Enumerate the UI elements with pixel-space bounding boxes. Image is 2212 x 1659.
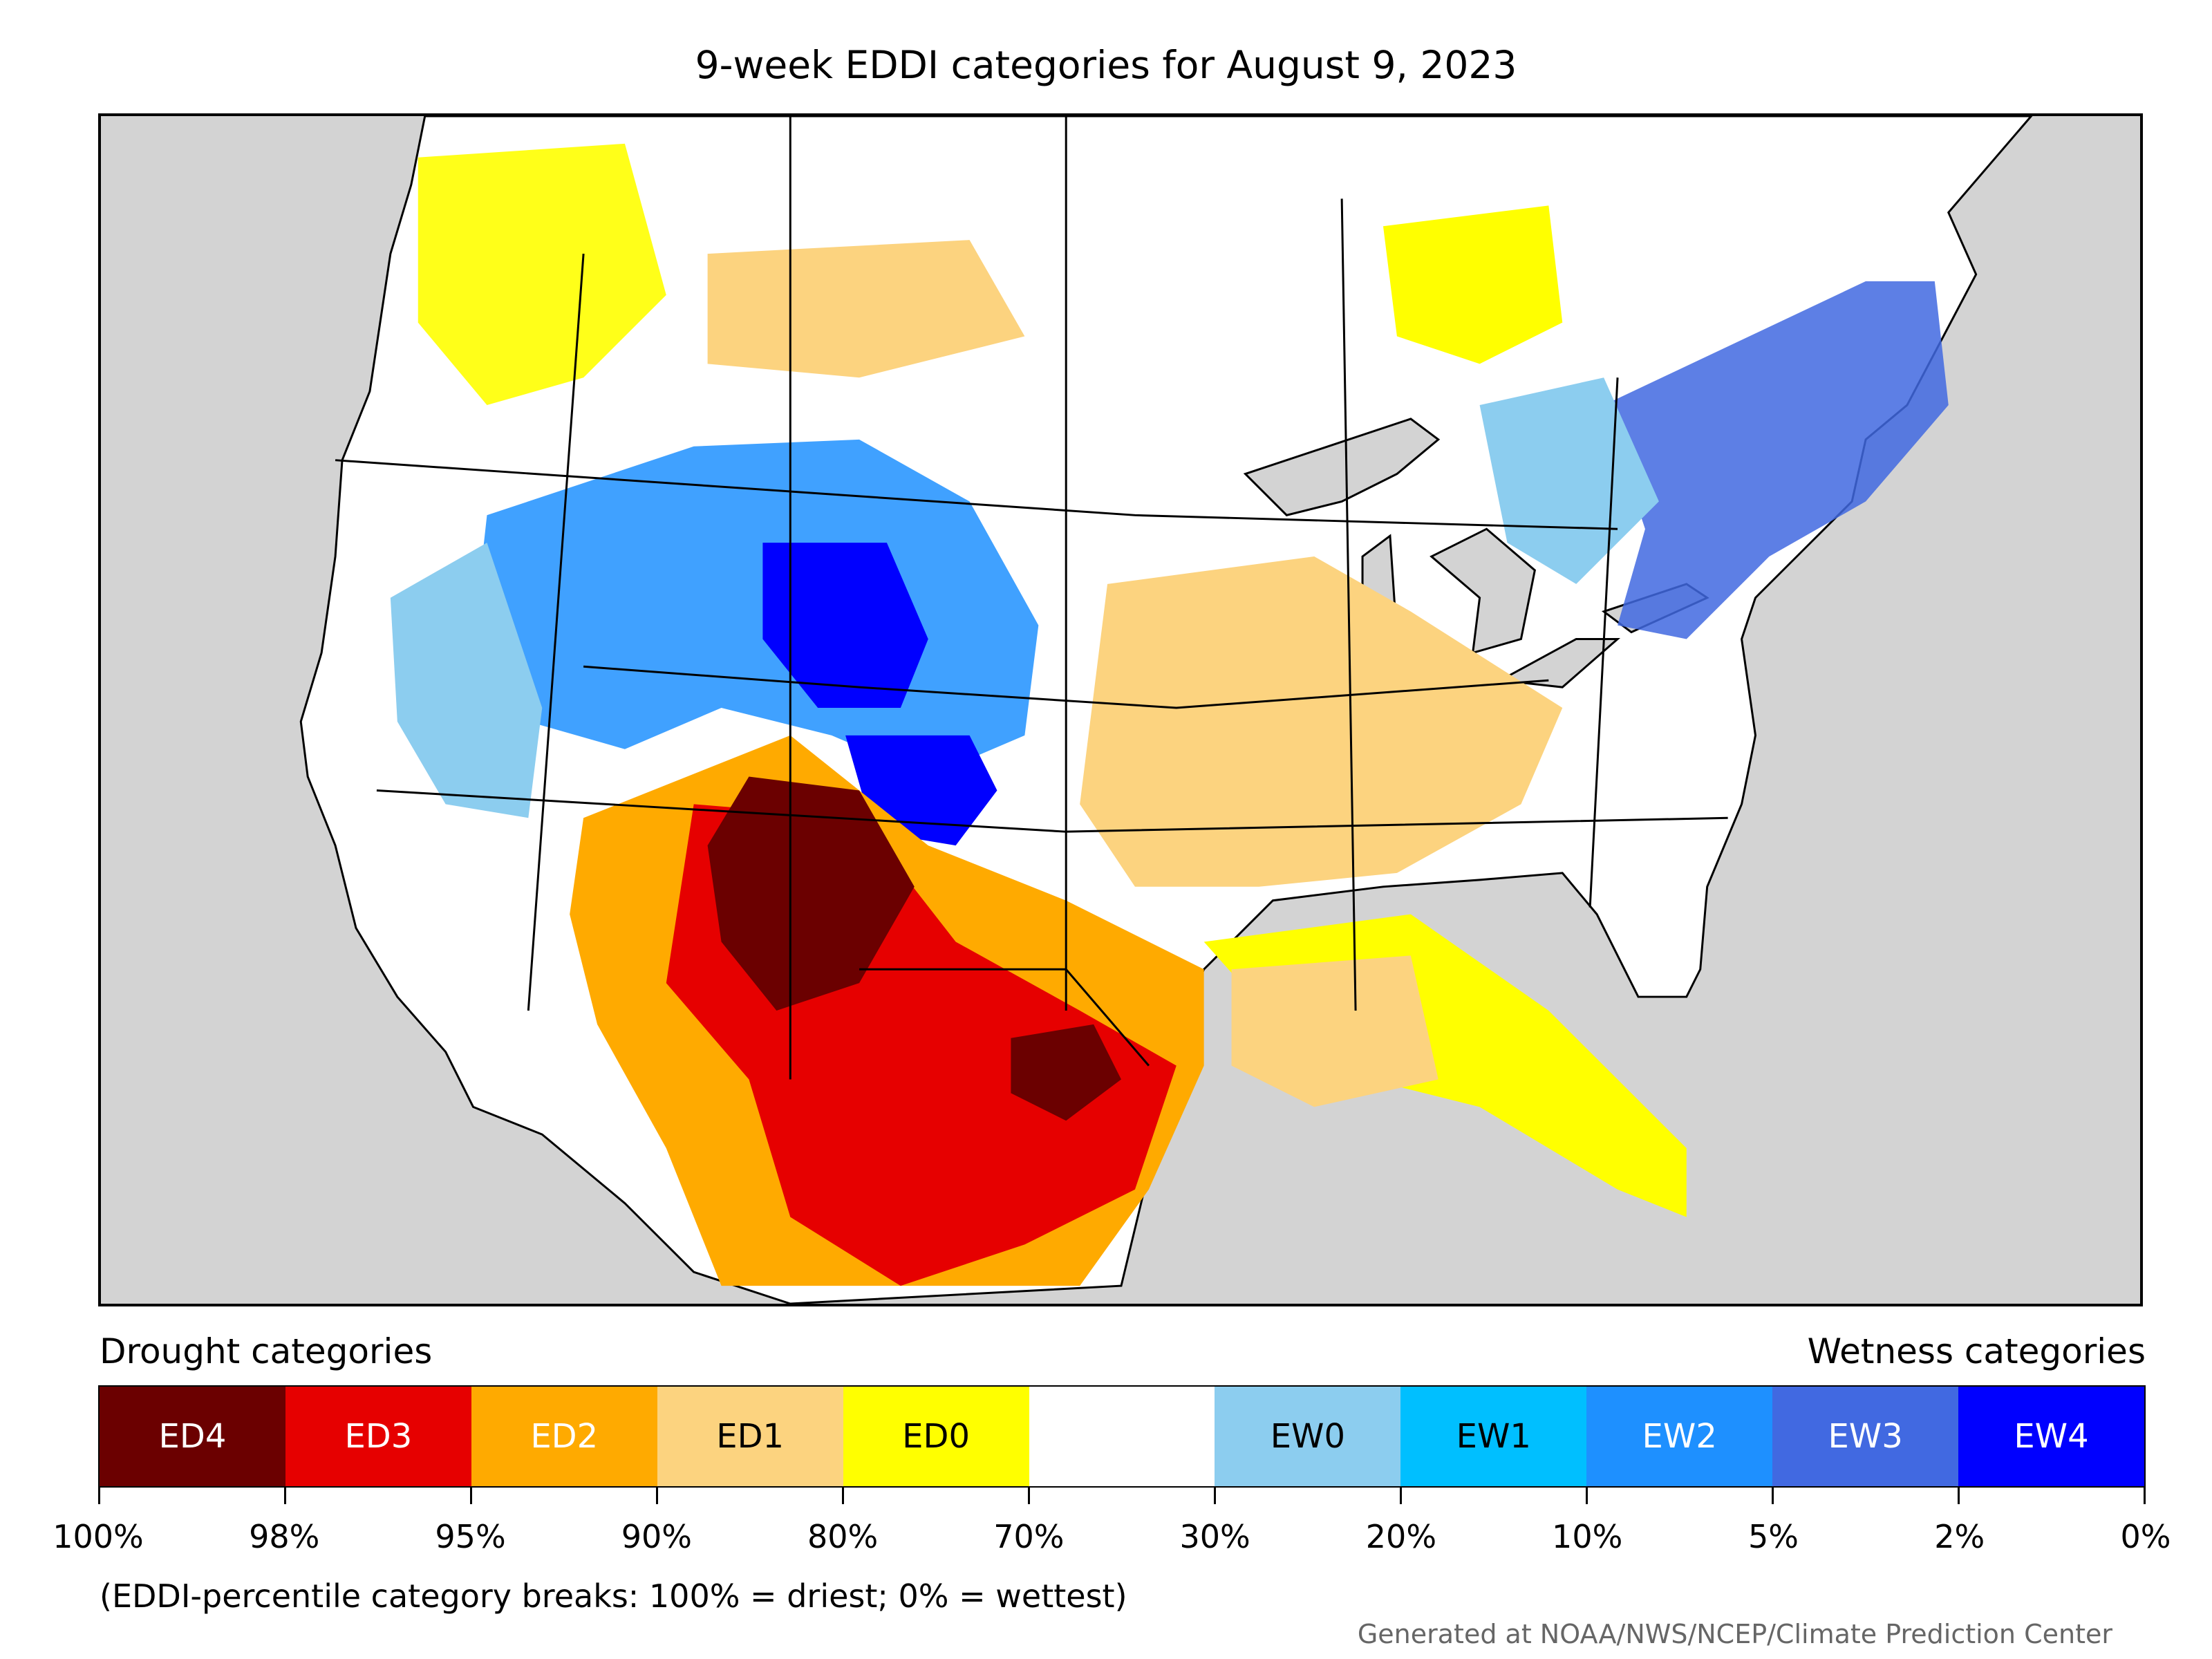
colorbar-tick-label: 80% [807, 1518, 879, 1555]
colorbar-tick [1586, 1486, 1588, 1504]
colorbar-tick [656, 1486, 658, 1504]
colorbar-segment-ed3: ED3 [285, 1387, 471, 1486]
colorbar-tick [1958, 1486, 1960, 1504]
colorbar-segment-normal [1029, 1387, 1215, 1486]
colorbar-tick [284, 1486, 286, 1504]
wetness-categories-heading: Wetness categories [1807, 1331, 2146, 1371]
colorbar-tick [1028, 1486, 1030, 1504]
colorbar-ticks [98, 1486, 2146, 1514]
colorbar-tick-label: 30% [1179, 1518, 1250, 1555]
colorbar-tick-label: 70% [993, 1518, 1065, 1555]
colorbar-segment-ew3: EW3 [1772, 1387, 1959, 1486]
colorbar-tick [1400, 1486, 1402, 1504]
colorbar-tick-label: 90% [621, 1518, 692, 1555]
colorbar-tick-label: 0% [2120, 1518, 2171, 1555]
colorbar-tick [842, 1486, 844, 1504]
credit-line: Generated at NOAA/NWS/NCEP/Climate Predi… [1357, 1619, 2112, 1649]
colorbar-tick-label: 2% [1934, 1518, 1985, 1555]
colorbar-tick-label: 98% [249, 1518, 320, 1555]
colorbar-tick [1214, 1486, 1216, 1504]
colorbar-segment-ew0: EW0 [1215, 1387, 1401, 1486]
colorbar-tick-label: 100% [53, 1518, 144, 1555]
ew4-wyoming [762, 543, 928, 709]
colorbar-tick [98, 1486, 100, 1504]
colorbar-tick [470, 1486, 472, 1504]
map-title: 9-week EDDI categories for August 9, 202… [695, 43, 1517, 87]
ew-northeast-patch [1604, 281, 1949, 639]
great-lakes [1243, 418, 1441, 516]
colorbar-segment-ed1: ED1 [657, 1387, 843, 1486]
colorbar-segment-ed4: ED4 [100, 1387, 285, 1486]
map-panel [98, 113, 2143, 1306]
colorbar-segment-ew1: EW1 [1400, 1387, 1587, 1486]
ed4-patch [707, 776, 915, 1011]
colorbar-tick [1772, 1486, 1774, 1504]
drought-categories-heading: Drought categories [100, 1331, 433, 1371]
state-boundaries [335, 116, 1728, 1080]
ew-light-patch [390, 543, 543, 818]
colorbar-segment-ew2: EW2 [1586, 1387, 1773, 1486]
category-note: (EDDI-percentile category breaks: 100% =… [100, 1577, 1127, 1615]
colorbar-tick-label: 20% [1365, 1518, 1437, 1555]
colorbar-tick-label: 10% [1552, 1518, 1623, 1555]
colorbar-tick [2144, 1486, 2146, 1504]
category-colorbar: ED4 ED3 ED2 ED1 ED0 EW0 EW1 EW2 EW3 EW4 [98, 1385, 2146, 1488]
colorbar-segment-ed0: ED0 [843, 1387, 1029, 1486]
eddi-map [299, 116, 2033, 1304]
colorbar-segment-ew4: EW4 [1958, 1387, 2144, 1486]
ed1-midwest-patch [1080, 556, 1563, 887]
colorbar-tick-label: 5% [1747, 1518, 1799, 1555]
colorbar-tick-label: 95% [435, 1518, 506, 1555]
colorbar-segment-ed2: ED2 [471, 1387, 657, 1486]
